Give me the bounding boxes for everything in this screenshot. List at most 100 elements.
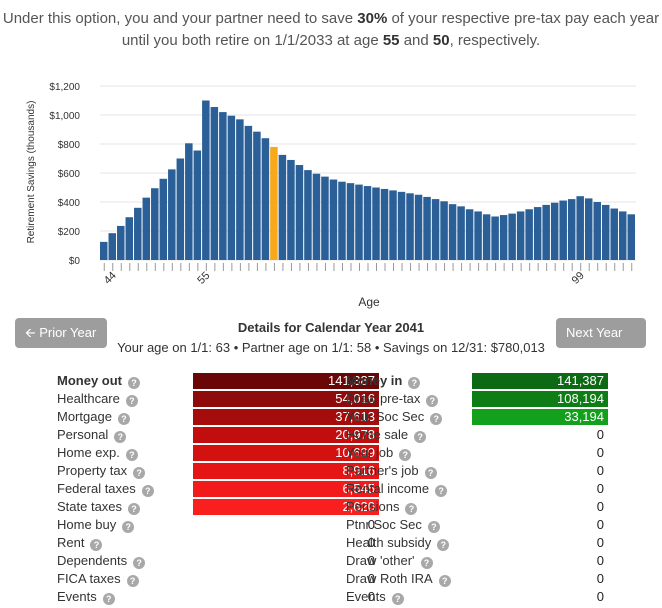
y-tick-label: $200: [58, 227, 81, 238]
help-icon[interactable]: ?: [128, 377, 140, 389]
bar[interactable]: [576, 196, 584, 260]
bar[interactable]: [261, 138, 270, 260]
help-icon[interactable]: ?: [133, 467, 146, 479]
help-icon[interactable]: ?: [399, 449, 412, 461]
help-icon[interactable]: ?: [117, 413, 130, 425]
help-icon[interactable]: ?: [125, 395, 138, 407]
bar[interactable]: [168, 169, 176, 260]
bar[interactable]: [372, 187, 380, 261]
money-out-label-text: FICA taxes: [57, 571, 121, 586]
bar[interactable]: [406, 193, 414, 260]
help-icon[interactable]: ?: [391, 593, 404, 605]
x-tick-label: 44: [102, 270, 119, 287]
bar[interactable]: [423, 196, 431, 260]
bar[interactable]: [474, 211, 482, 260]
prior-year-button[interactable]: 🡨 Prior Year: [15, 318, 107, 348]
bar[interactable]: [108, 233, 117, 260]
bar[interactable]: [321, 176, 329, 260]
bar[interactable]: [593, 202, 601, 260]
bar[interactable]: [627, 214, 635, 260]
bar[interactable]: [151, 188, 159, 260]
bar[interactable]: [567, 199, 576, 260]
bar[interactable]: [142, 197, 151, 260]
help-icon[interactable]: ?: [90, 539, 103, 551]
bar[interactable]: [244, 125, 253, 260]
help-icon[interactable]: ?: [424, 467, 437, 479]
bar[interactable]: [236, 119, 244, 260]
money-in-label: Partner's job?: [346, 462, 437, 480]
bar[interactable]: [618, 211, 627, 260]
bar[interactable]: [117, 225, 125, 260]
help-icon[interactable]: ?: [128, 503, 141, 515]
bar[interactable]: [397, 191, 406, 260]
bar[interactable]: [601, 204, 610, 260]
bar[interactable]: [287, 159, 295, 260]
bar[interactable]: [253, 131, 261, 260]
bar[interactable]: [312, 173, 321, 260]
bar[interactable]: [159, 178, 168, 260]
bar[interactable]: [346, 183, 355, 260]
next-year-button[interactable]: Next Year 🡪: [556, 318, 646, 370]
help-icon[interactable]: ?: [126, 575, 139, 587]
help-icon[interactable]: ?: [435, 485, 448, 497]
bar[interactable]: [482, 214, 491, 260]
bar[interactable]: [389, 190, 397, 260]
bar[interactable]: [465, 209, 474, 260]
bar[interactable]: [329, 179, 338, 260]
help-icon[interactable]: ?: [122, 521, 135, 533]
bar[interactable]: [457, 206, 465, 260]
bar[interactable]: [414, 194, 423, 260]
help-icon[interactable]: ?: [438, 575, 451, 587]
bar[interactable]: [584, 198, 593, 260]
money-out-label: Property tax?: [57, 462, 146, 480]
bar[interactable]: [380, 188, 389, 260]
money-in-label-text: Pensions: [346, 499, 400, 514]
help-icon[interactable]: ?: [426, 395, 439, 407]
bar[interactable]: [559, 200, 567, 260]
bar[interactable]: [516, 211, 525, 260]
bar[interactable]: [448, 204, 457, 260]
help-icon[interactable]: ?: [408, 377, 421, 389]
bar[interactable]: [440, 201, 448, 260]
bar[interactable]: [125, 217, 134, 260]
bar[interactable]: [533, 207, 542, 260]
money-in-value: 33,194: [472, 409, 608, 425]
help-icon[interactable]: ?: [420, 557, 433, 569]
bar[interactable]: [610, 208, 618, 260]
bar[interactable]: [185, 143, 193, 260]
bar[interactable]: [508, 213, 516, 260]
bar[interactable]: [176, 158, 185, 261]
bar[interactable]: [363, 186, 372, 260]
bar[interactable]: [202, 100, 210, 261]
bar[interactable]: [355, 184, 363, 260]
bar[interactable]: [210, 107, 219, 261]
help-icon[interactable]: ?: [102, 593, 115, 605]
bar[interactable]: [227, 115, 236, 260]
bar-selected[interactable]: [270, 146, 278, 260]
bar[interactable]: [550, 202, 559, 260]
y-tick-label: $800: [58, 140, 81, 151]
help-icon[interactable]: ?: [141, 485, 154, 497]
bar[interactable]: [219, 112, 227, 260]
bar[interactable]: [338, 181, 346, 260]
bar[interactable]: [295, 165, 304, 260]
bar[interactable]: [491, 216, 499, 261]
help-icon[interactable]: ?: [133, 557, 146, 569]
bar[interactable]: [499, 215, 508, 260]
help-icon[interactable]: ?: [114, 431, 127, 443]
help-icon[interactable]: ?: [430, 413, 443, 425]
help-icon[interactable]: ?: [414, 431, 427, 443]
bar[interactable]: [134, 207, 142, 260]
help-icon[interactable]: ?: [125, 449, 138, 461]
bar[interactable]: [525, 209, 533, 260]
help-icon[interactable]: ?: [437, 539, 450, 551]
bar[interactable]: [193, 150, 202, 260]
arrow-right-icon: 🡪: [566, 355, 577, 370]
bar[interactable]: [542, 204, 550, 260]
bar[interactable]: [278, 154, 287, 260]
bar[interactable]: [431, 199, 440, 260]
help-icon[interactable]: ?: [405, 503, 418, 515]
bar[interactable]: [304, 170, 312, 260]
help-icon[interactable]: ?: [427, 521, 440, 533]
bar[interactable]: [100, 241, 108, 260]
